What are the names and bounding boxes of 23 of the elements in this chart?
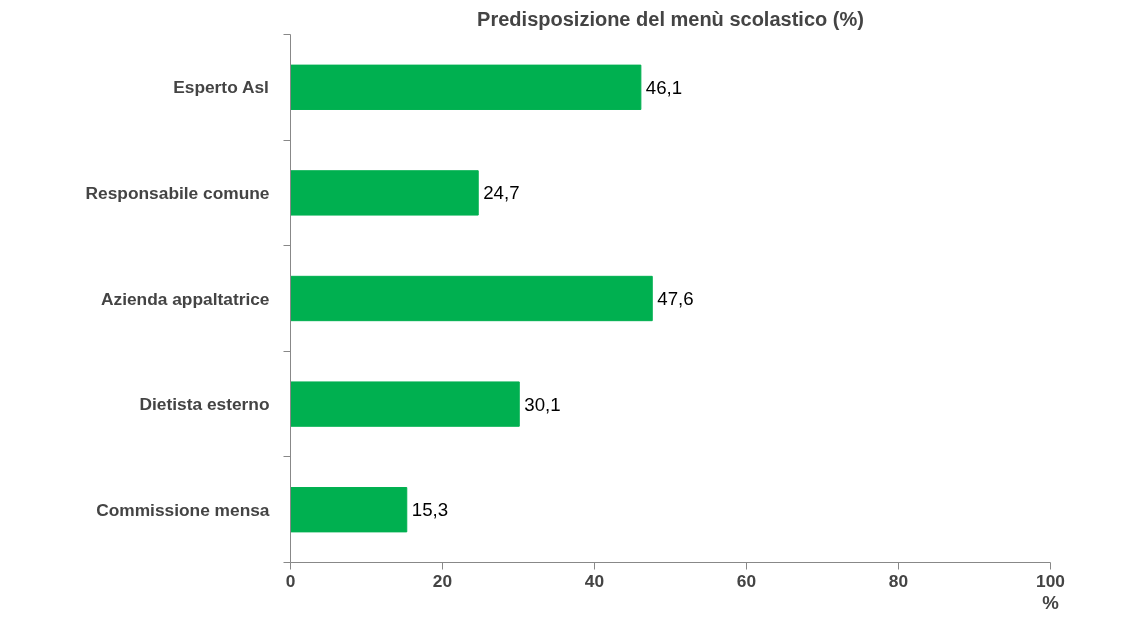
data-label: 47,6: [657, 288, 694, 309]
data-label: 30,1: [524, 393, 561, 415]
x-tick-label: 100: [1036, 570, 1065, 591]
data-label: 15,3: [411, 499, 449, 521]
y-tick-label: Azienda appaltatrice: [100, 288, 270, 309]
x-axis-title: %: [1042, 591, 1060, 613]
x-tick-label: 0: [285, 570, 296, 591]
bar: [290, 487, 408, 533]
x-tick-label: 40: [584, 570, 605, 591]
y-tick-label: Commissione mensa: [96, 499, 270, 520]
data-label: 46,1: [645, 76, 683, 98]
chart-title: Predisposizione del menù scolastico (%): [477, 7, 864, 30]
y-tick-label: Dietista esterno: [139, 394, 270, 415]
bar: [290, 170, 479, 216]
y-tick-label: Responsabile comune: [85, 182, 270, 203]
bar: [290, 64, 642, 110]
bar: [290, 275, 653, 322]
bar: [290, 381, 520, 427]
data-label: 24,7: [483, 182, 520, 204]
y-tick-label: Esperto Asl: [173, 77, 269, 98]
x-tick-label: 60: [736, 570, 757, 591]
x-tick-label: 80: [888, 570, 909, 591]
x-tick-label: 20: [432, 570, 453, 591]
